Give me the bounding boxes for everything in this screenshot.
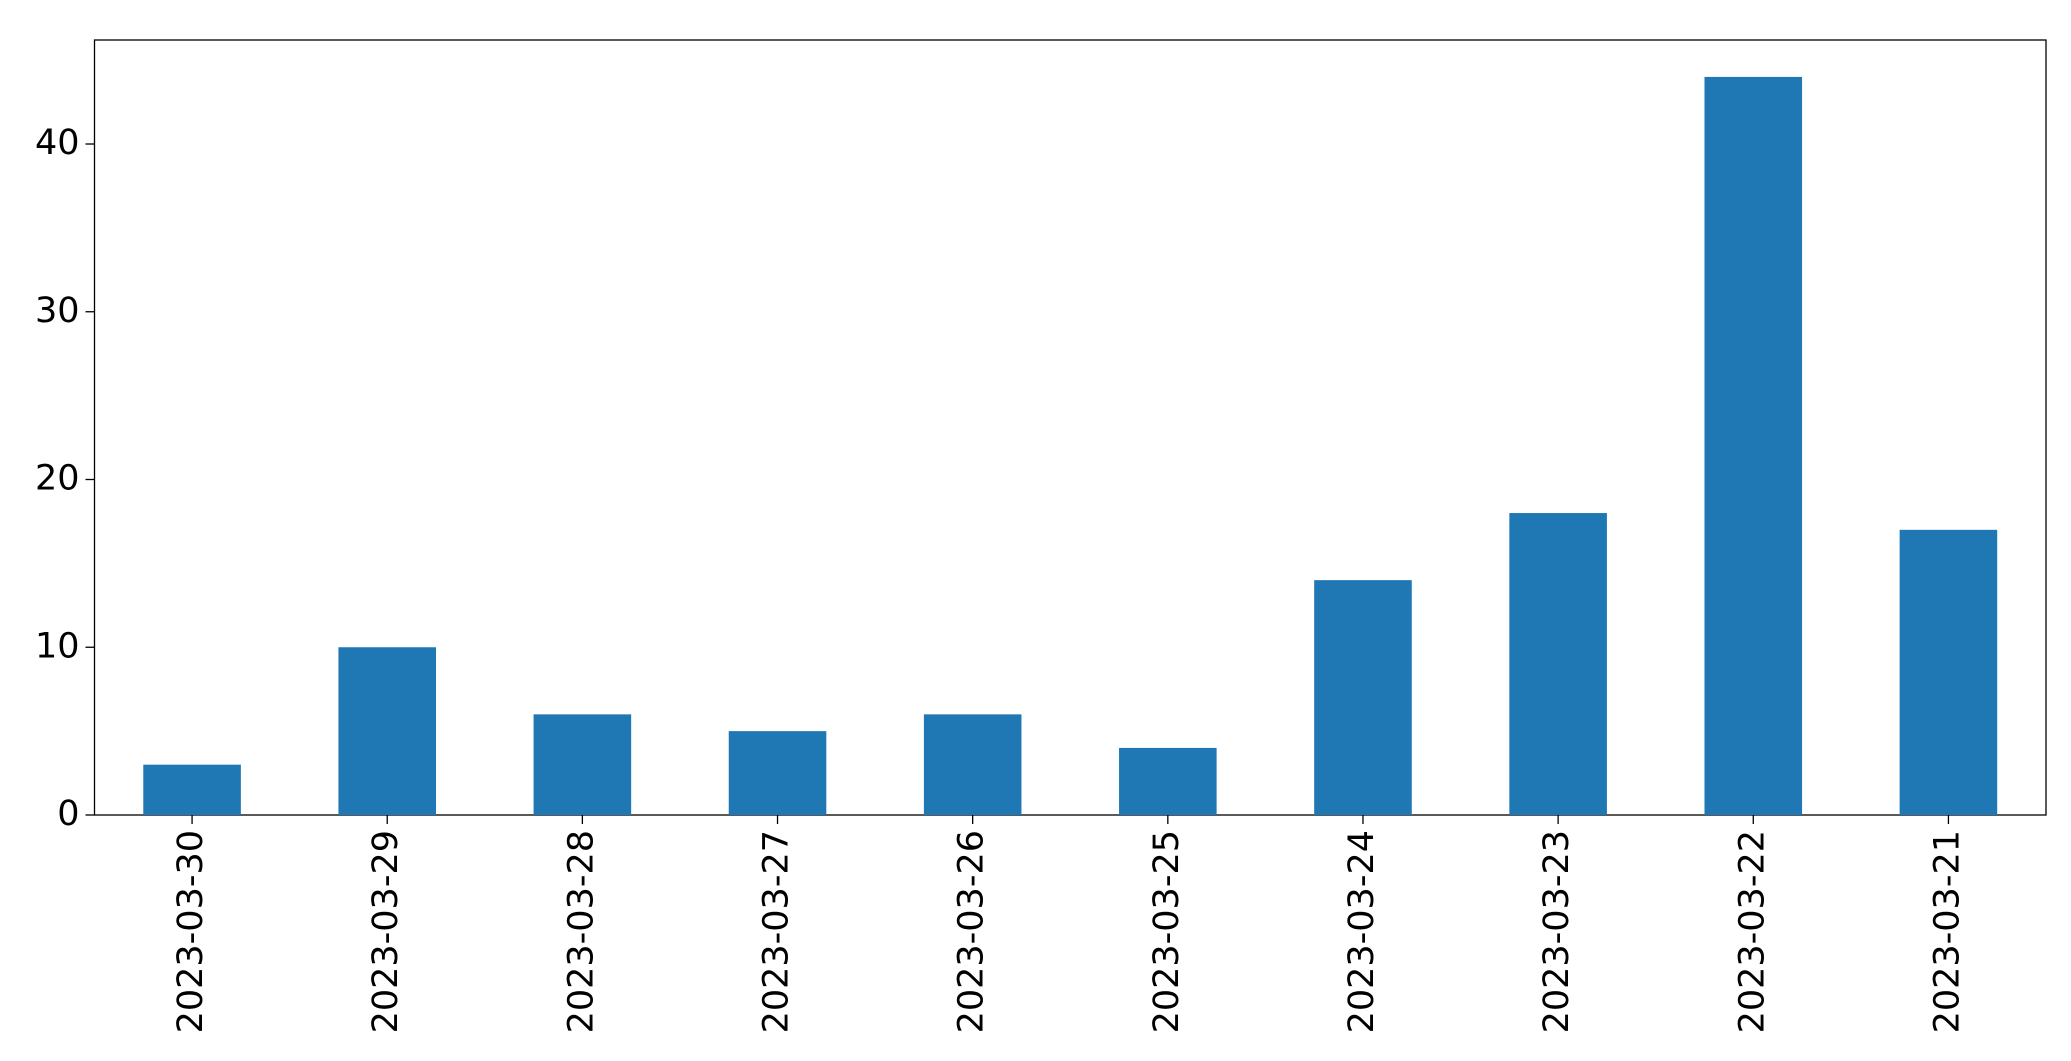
bar — [923, 714, 1022, 815]
x-tick-label: 2023-03-27 — [757, 830, 797, 1033]
y-tick-label: 20 — [35, 459, 80, 499]
bar — [1119, 747, 1217, 815]
bar — [533, 714, 632, 815]
x-tick-label: 2023-03-22 — [1732, 830, 1772, 1033]
bar — [1314, 580, 1412, 815]
bar — [1509, 513, 1607, 815]
bar — [143, 764, 241, 815]
x-tick-label: 2023-03-24 — [1342, 830, 1382, 1033]
x-tick-label: 2023-03-30 — [171, 830, 211, 1033]
y-tick-label: 0 — [57, 794, 79, 834]
x-tick-label: 2023-03-23 — [1537, 830, 1577, 1033]
bar — [1704, 76, 1803, 815]
plot-frame — [93, 39, 2047, 816]
x-tick-label: 2023-03-26 — [952, 830, 992, 1033]
y-tick-label: 10 — [35, 626, 80, 666]
y-tick-label: 40 — [35, 123, 80, 163]
bar — [1899, 529, 1998, 815]
x-tick-label: 2023-03-29 — [366, 830, 406, 1033]
y-tick-label: 30 — [35, 291, 80, 331]
x-tick-label: 2023-03-28 — [561, 830, 601, 1033]
bar — [728, 731, 827, 815]
x-tick-label: 2023-03-25 — [1147, 830, 1187, 1033]
x-tick-label: 2023-03-21 — [1927, 830, 1967, 1033]
bar — [338, 647, 437, 815]
